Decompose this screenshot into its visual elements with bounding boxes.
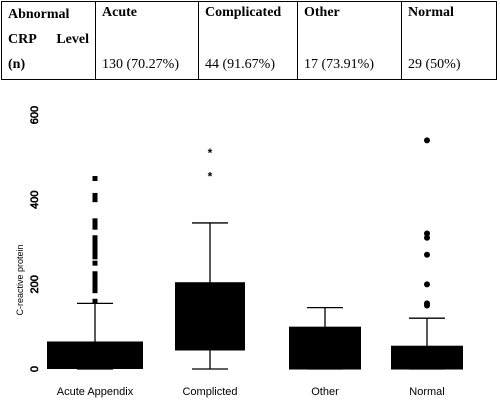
column-header: Normal bbox=[408, 5, 454, 20]
outlier-point bbox=[424, 137, 430, 144]
box-0 bbox=[47, 176, 143, 370]
outlier-point bbox=[92, 250, 98, 256]
outlier-point bbox=[424, 230, 430, 237]
y-tick-label: 600 bbox=[29, 106, 41, 124]
row-header-cell: Abnormal CRP Level (n) bbox=[1, 1, 96, 80]
row-header-line-1: Abnormal bbox=[8, 7, 70, 22]
outlier-point bbox=[92, 298, 98, 304]
column-header: Acute bbox=[102, 5, 137, 20]
x-axis-labels: Acute Appendix Complicted Other Normal bbox=[57, 386, 445, 398]
iqr-box bbox=[289, 326, 361, 369]
column-complicated: Complicated 44 (91.67%) bbox=[198, 1, 298, 80]
outlier-point bbox=[92, 243, 98, 249]
column-acute: Acute 130 (70.27%) bbox=[95, 1, 199, 80]
row-header-word-level: Level bbox=[56, 32, 89, 47]
y-tick-label: 400 bbox=[29, 190, 41, 208]
column-header: Other bbox=[304, 5, 340, 20]
outlier-point bbox=[92, 260, 98, 266]
outlier-point: * bbox=[208, 169, 213, 183]
outlier-point bbox=[424, 300, 430, 307]
box-3 bbox=[391, 137, 463, 370]
outlier-point bbox=[92, 254, 98, 260]
outlier-point bbox=[92, 192, 98, 198]
outlier-point bbox=[92, 218, 98, 224]
column-value: 29 (50%) bbox=[408, 57, 461, 72]
row-header-word-crp: CRP bbox=[8, 32, 37, 47]
x-tick-label: Complicted bbox=[182, 386, 237, 398]
outlier-point bbox=[424, 234, 430, 241]
column-value: 130 (70.27%) bbox=[102, 57, 179, 72]
outlier-point bbox=[424, 251, 430, 258]
outlier-point bbox=[424, 281, 430, 288]
y-tick-label: 0 bbox=[29, 366, 41, 372]
iqr-box bbox=[47, 341, 143, 369]
column-header: Complicated bbox=[205, 5, 282, 20]
box-1: ** bbox=[175, 146, 245, 370]
y-axis: 0 200 400 600 bbox=[29, 106, 42, 373]
iqr-box bbox=[175, 282, 245, 350]
column-value: 44 (91.67%) bbox=[205, 57, 275, 72]
column-normal: Normal 29 (50%) bbox=[401, 1, 497, 80]
outlier-point bbox=[92, 239, 98, 245]
outlier-point bbox=[92, 288, 98, 294]
row-header-line-3: (n) bbox=[8, 57, 26, 72]
x-tick-label: Acute Appendix bbox=[57, 386, 134, 398]
crp-summary-table: Abnormal CRP Level (n) Acute 130 (70.27%… bbox=[1, 1, 497, 80]
column-value: 17 (73.91%) bbox=[304, 57, 374, 72]
y-axis-label: C-reactive protein bbox=[15, 244, 25, 315]
outlier-point bbox=[92, 235, 98, 241]
row-header-line-2: CRP Level bbox=[2, 27, 95, 52]
iqr-box bbox=[391, 345, 463, 369]
outlier-point bbox=[92, 271, 98, 277]
y-tick-label: 200 bbox=[29, 275, 41, 293]
outlier-point bbox=[92, 197, 98, 203]
box-2 bbox=[289, 306, 361, 370]
column-other: Other 17 (73.91%) bbox=[297, 1, 402, 80]
x-tick-label: Normal bbox=[409, 386, 444, 398]
outlier-point: * bbox=[208, 146, 213, 160]
outlier-point bbox=[92, 176, 98, 181]
box-series: ** bbox=[47, 137, 463, 370]
x-tick-label: Other bbox=[311, 386, 339, 398]
outlier-point bbox=[92, 224, 98, 230]
